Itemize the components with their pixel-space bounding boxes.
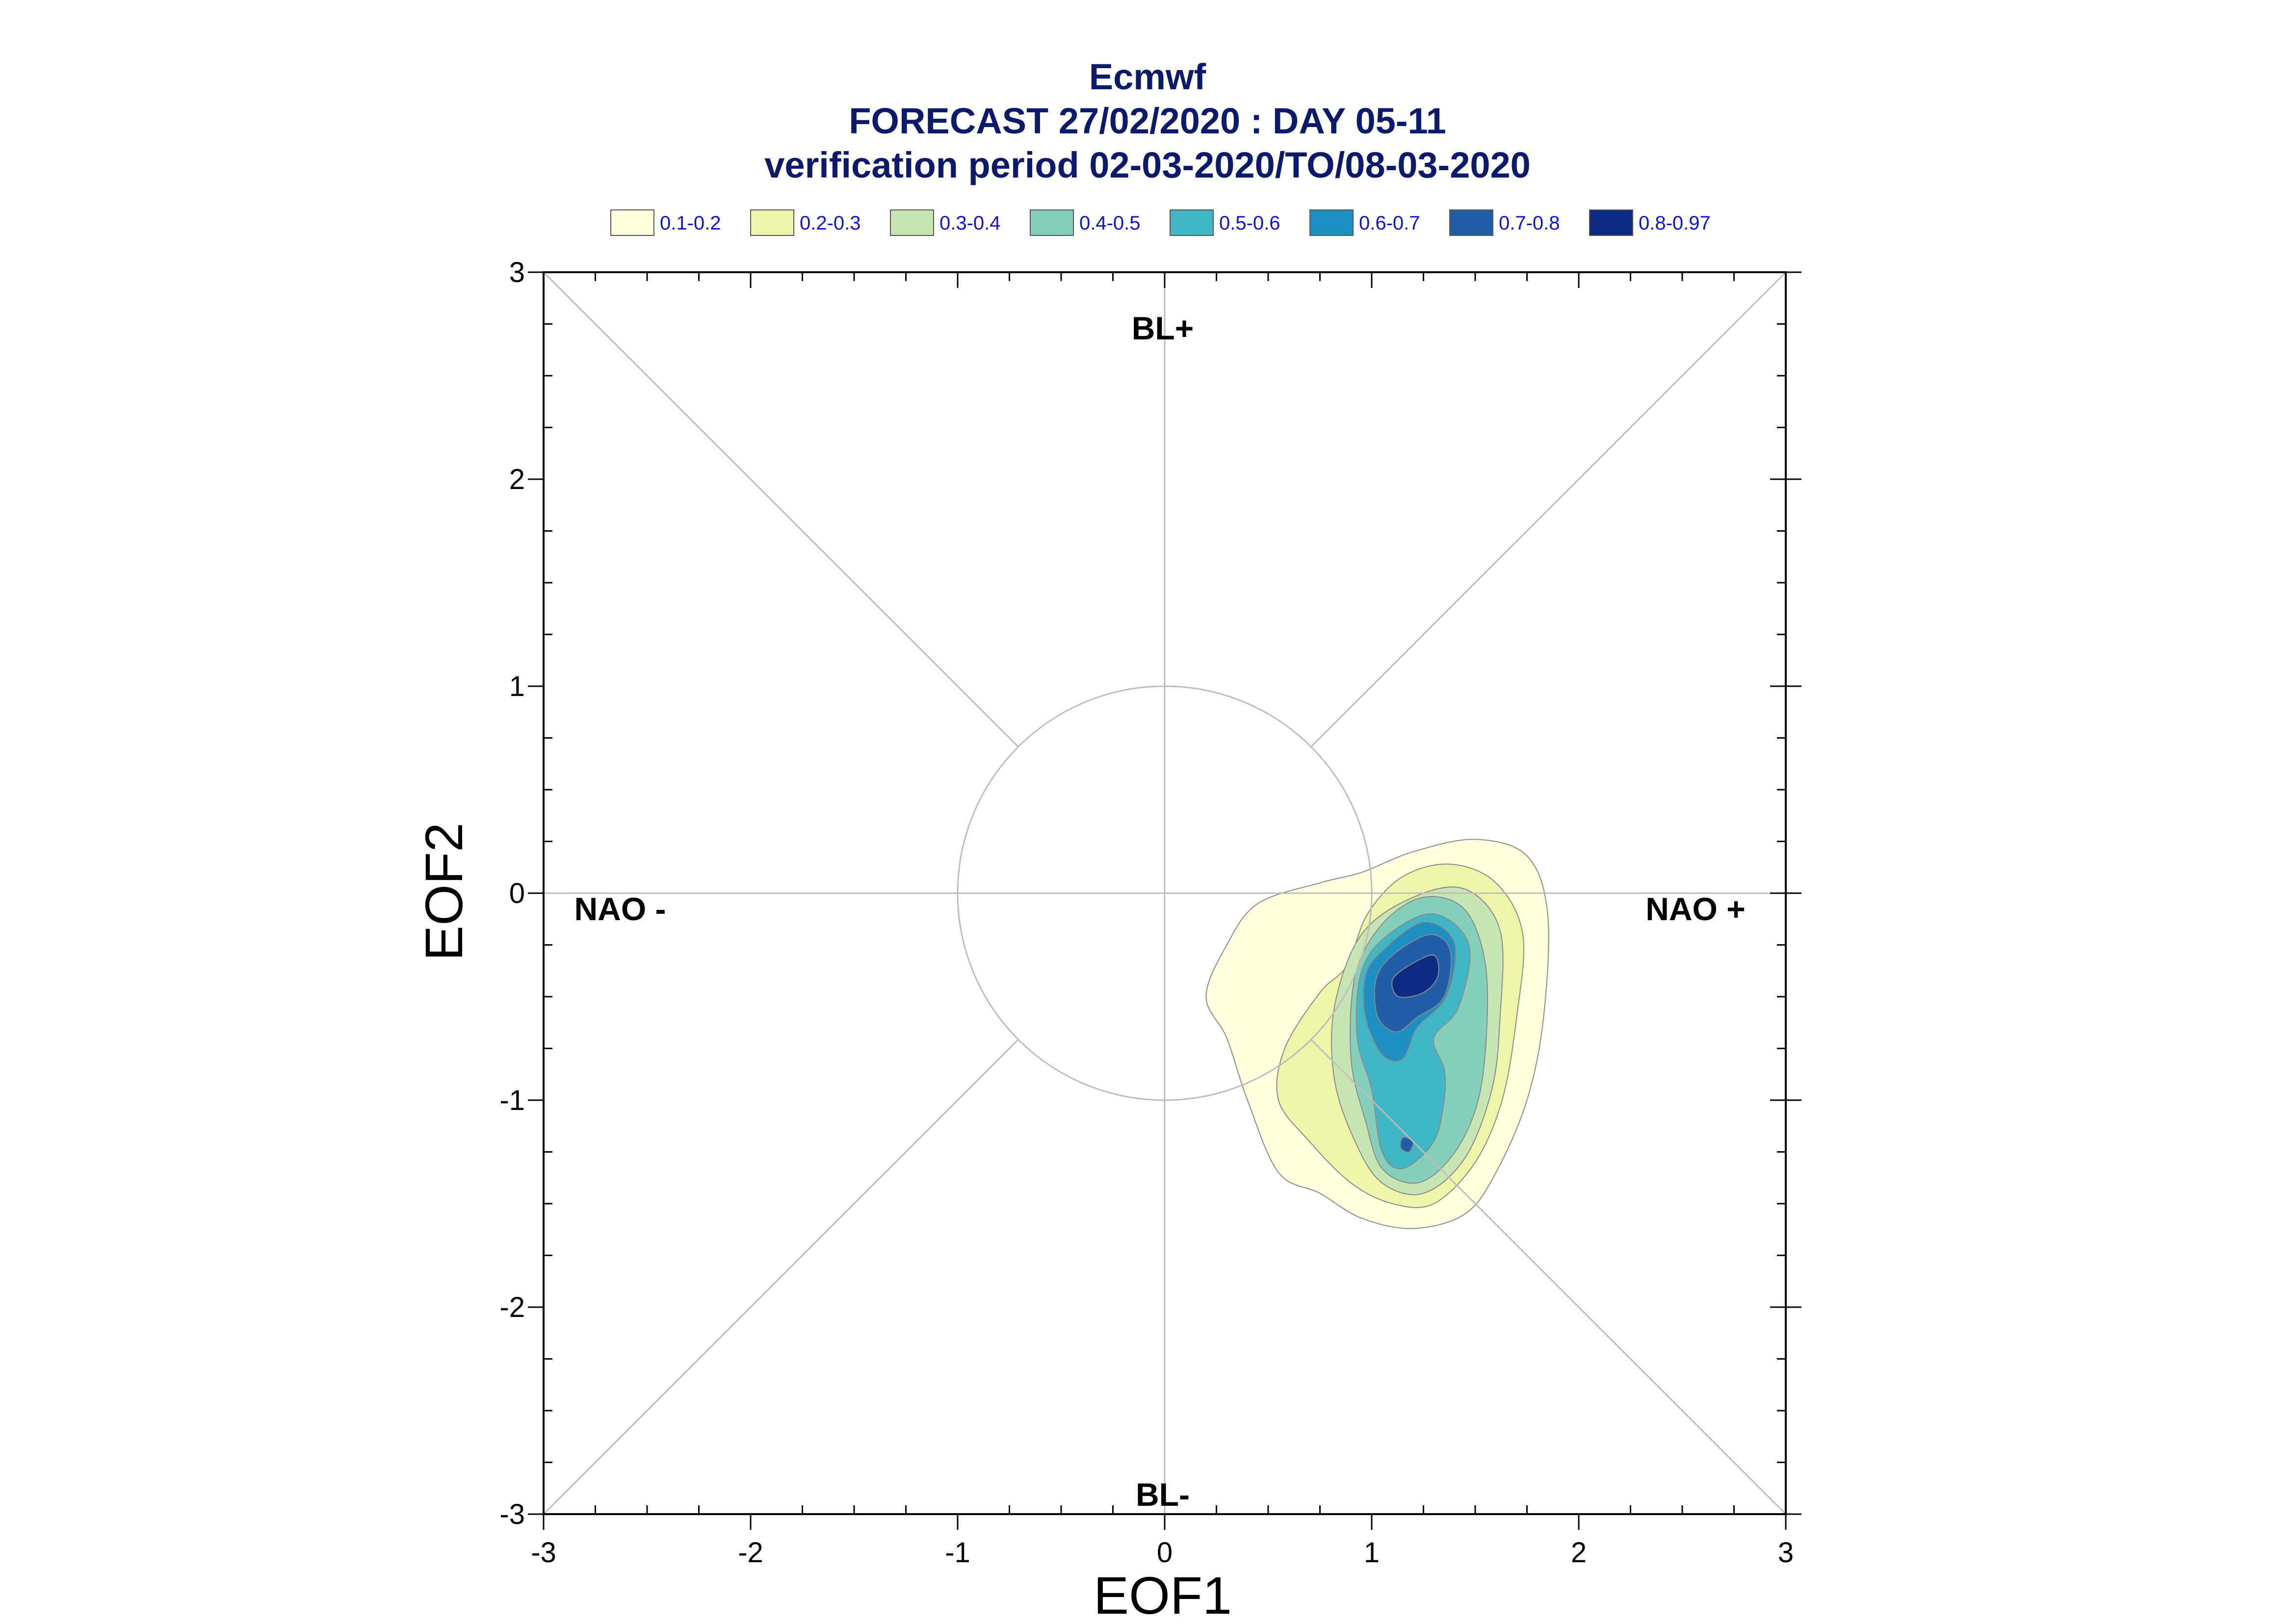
legend-swatch — [1589, 209, 1633, 236]
chart-title: Ecmwf — [1089, 56, 1206, 97]
legend-label: 0.3-0.4 — [939, 212, 1001, 234]
legend-swatch — [890, 209, 934, 236]
y-axis-title: EOF2 — [414, 823, 473, 961]
legend-label: 0.6-0.7 — [1359, 212, 1420, 234]
legend-swatch — [1449, 209, 1493, 236]
y-tick-label: -3 — [499, 1498, 525, 1530]
y-tick-label: -1 — [499, 1084, 525, 1116]
legend-label: 0.2-0.3 — [800, 212, 861, 234]
x-axis-title: EOF1 — [1094, 1566, 1232, 1624]
x-tick-label: 0 — [1157, 1537, 1173, 1569]
chart-subtitle-verification: verification period 02-03-2020/TO/08-03-… — [764, 145, 1531, 185]
axis-ticks: -3 -2 -1 0 1 2 3 -3 -2 -1 0 1 2 3 — [499, 257, 1801, 1569]
contour-0.8-0.97 — [1391, 954, 1439, 998]
reference-circle — [957, 685, 1373, 1101]
regime-label-nao-minus: NAO - — [574, 891, 666, 927]
legend-label: 0.8-0.97 — [1639, 212, 1711, 234]
legend-swatch — [1309, 209, 1354, 236]
legend: 0.1-0.2 0.2-0.3 0.3-0.4 0.4-0.5 0.5-0.6 0.6-0… — [610, 209, 1711, 236]
legend-swatch — [610, 209, 654, 236]
legend-label: 0.1-0.2 — [660, 212, 721, 234]
density-contours — [1205, 839, 1549, 1229]
legend-swatch — [1030, 209, 1074, 236]
legend-swatch — [750, 209, 794, 236]
legend-label: 0.7-0.8 — [1499, 212, 1560, 234]
diagonal-line — [543, 1039, 1019, 1515]
y-tick-label: 0 — [509, 877, 525, 909]
regime-label-bl-minus: BL- — [1136, 1476, 1190, 1513]
regime-label-bl-plus: BL+ — [1132, 310, 1194, 346]
diagonal-line — [543, 271, 1019, 748]
y-tick-label: 1 — [509, 670, 525, 702]
x-tick-label: 2 — [1571, 1537, 1587, 1569]
legend-label: 0.4-0.5 — [1079, 212, 1141, 234]
x-tick-label: 3 — [1778, 1537, 1794, 1569]
diagonal-line — [1310, 1039, 1787, 1515]
legend-swatch — [1170, 209, 1214, 236]
plot-area: -3 -2 -1 0 1 2 3 -3 -2 -1 0 1 2 3 — [499, 257, 1801, 1569]
y-tick-label: -2 — [499, 1291, 525, 1323]
diagonal-line — [1310, 271, 1787, 748]
chart-subtitle-forecast: FORECAST 27/02/2020 : DAY 05-11 — [849, 101, 1446, 141]
y-tick-label: 3 — [509, 257, 525, 288]
legend-label: 0.5-0.6 — [1219, 212, 1280, 234]
x-tick-label: -3 — [531, 1537, 556, 1569]
reference-lines — [543, 271, 1787, 1515]
y-tick-label: 2 — [509, 464, 525, 495]
x-tick-label: 1 — [1364, 1537, 1380, 1569]
x-tick-label: -2 — [738, 1537, 763, 1569]
x-tick-label: -1 — [945, 1537, 970, 1569]
regime-label-nao-plus: NAO + — [1645, 891, 1746, 927]
